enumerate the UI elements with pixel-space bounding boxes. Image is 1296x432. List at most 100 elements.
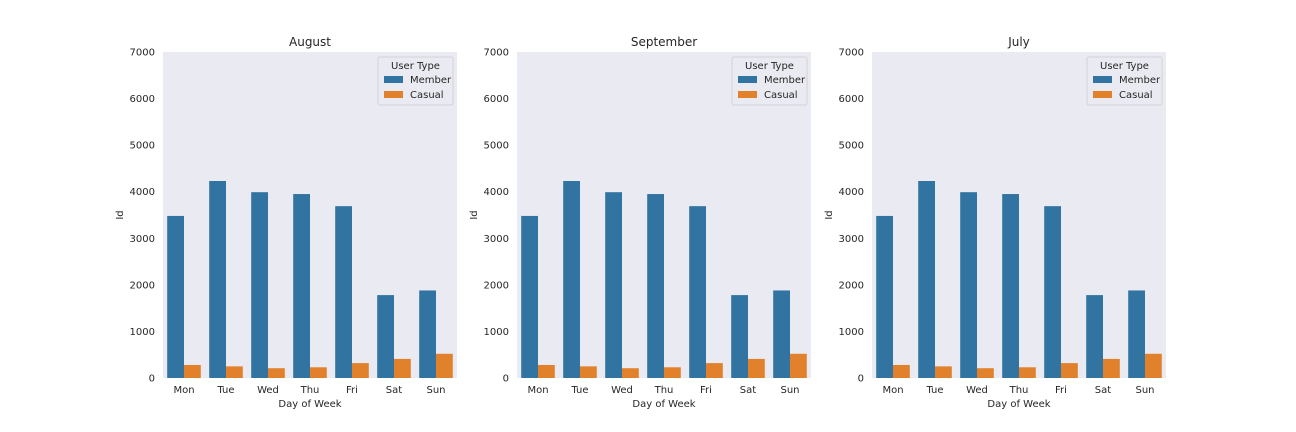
y-axis-label: Id — [469, 210, 480, 219]
y-tick-label: 5000 — [839, 141, 864, 152]
y-tick-label: 6000 — [484, 94, 509, 105]
y-tick-label: 2000 — [839, 280, 864, 291]
y-tick-label: 4000 — [484, 187, 509, 198]
legend-entry-member: Member — [764, 75, 806, 86]
bar-casual-thu — [1019, 367, 1036, 378]
subplot-september: September 0 1000 2000 3000 4000 5000 6000 7000 Id… — [469, 35, 811, 410]
bar-casual-sun — [790, 353, 807, 378]
legend-entry-casual: Casual — [1119, 90, 1153, 101]
legend-entry-member: Member — [410, 75, 452, 86]
legend-swatch-member — [1093, 76, 1112, 83]
x-tick-label: Thu — [654, 385, 674, 396]
x-tick-label: Thu — [300, 385, 320, 396]
bar-casual-mon — [538, 364, 555, 378]
bar-member-sat — [1086, 295, 1103, 378]
x-tick-label: Sat — [1095, 385, 1111, 396]
bar-member-tue — [563, 181, 580, 378]
legend: User Type Member Casual — [377, 56, 454, 106]
bar-member-mon — [167, 215, 184, 378]
bar-member-thu — [293, 194, 310, 378]
x-tick-label: Tue — [216, 385, 234, 396]
legend-entry-member: Member — [1119, 75, 1161, 86]
bar-casual-thu — [310, 367, 327, 378]
y-tick-label: 2000 — [130, 280, 155, 291]
bar-member-mon — [876, 215, 893, 378]
legend-title: User Type — [391, 61, 440, 72]
bar-casual-sun — [436, 353, 453, 378]
legend-swatch-casual — [738, 91, 757, 98]
y-tick-label: 7000 — [130, 48, 155, 59]
bar-member-fri — [689, 206, 706, 378]
x-axis-label: Day of Week — [278, 399, 341, 410]
legend: User Type Member Casual — [1086, 56, 1163, 106]
x-tick-label: Tue — [570, 385, 588, 396]
y-tick-label: 3000 — [484, 234, 509, 245]
y-tick-label: 1000 — [130, 327, 155, 338]
bar-casual-tue — [580, 366, 597, 378]
legend-swatch-casual — [1093, 91, 1112, 98]
y-tick-label: 3000 — [130, 234, 155, 245]
x-tick-label: Mon — [173, 385, 194, 396]
x-tick-label: Thu — [1009, 385, 1029, 396]
x-axis-label: Day of Week — [632, 399, 695, 410]
y-tick-label: 4000 — [130, 187, 155, 198]
bar-member-tue — [209, 181, 226, 378]
x-tick-label: Fri — [346, 385, 358, 396]
subplot-july: July 0 1000 2000 3000 4000 5000 6000 7000 Id Mon Tu… — [824, 35, 1166, 410]
bar-member-fri — [1044, 206, 1061, 378]
x-tick-label: Sat — [740, 385, 756, 396]
chart-title: July — [1007, 35, 1030, 49]
bar-casual-sun — [1145, 353, 1162, 378]
y-tick-label: 0 — [858, 374, 864, 385]
y-axis-label: Id — [115, 210, 126, 219]
y-tick-label: 3000 — [839, 234, 864, 245]
x-tick-label: Wed — [966, 385, 988, 396]
bar-casual-sat — [1103, 358, 1120, 378]
bar-member-wed — [960, 192, 977, 378]
legend-title: User Type — [745, 61, 794, 72]
bar-casual-wed — [268, 368, 285, 378]
bar-casual-wed — [622, 368, 639, 378]
x-tick-label: Mon — [882, 385, 903, 396]
x-tick-label: Fri — [1055, 385, 1067, 396]
bar-casual-sat — [394, 358, 411, 378]
x-tick-label: Fri — [700, 385, 712, 396]
y-tick-label: 1000 — [484, 327, 509, 338]
legend-swatch-member — [738, 76, 757, 83]
bar-casual-mon — [184, 364, 201, 378]
y-tick-label: 2000 — [484, 280, 509, 291]
x-tick-label: Sun — [426, 385, 445, 396]
bar-member-sun — [1128, 290, 1145, 378]
x-tick-label: Wed — [257, 385, 279, 396]
legend-swatch-casual — [384, 91, 403, 98]
y-tick-label: 4000 — [839, 187, 864, 198]
bar-member-tue — [918, 181, 935, 378]
subplot-august: August 0 1000 2000 3000 4000 5000 6000 7000 Id Mon… — [115, 35, 457, 410]
legend-swatch-member — [384, 76, 403, 83]
bar-member-sun — [419, 290, 436, 378]
x-axis-label: Day of Week — [987, 399, 1050, 410]
legend-title: User Type — [1100, 61, 1149, 72]
x-tick-label: Sun — [1135, 385, 1154, 396]
bar-member-thu — [1002, 194, 1019, 378]
x-tick-label: Mon — [527, 385, 548, 396]
chart-title: September — [631, 35, 697, 49]
legend: User Type Member Casual — [731, 56, 808, 106]
y-axis-label: Id — [824, 210, 835, 219]
bar-member-sun — [773, 290, 790, 378]
bar-member-wed — [251, 192, 268, 378]
y-tick-label: 5000 — [130, 141, 155, 152]
bar-member-sat — [731, 295, 748, 378]
y-tick-label: 6000 — [130, 94, 155, 105]
y-tick-label: 7000 — [484, 48, 509, 59]
bar-member-fri — [335, 206, 352, 378]
y-tick-label: 7000 — [839, 48, 864, 59]
y-tick-label: 1000 — [839, 327, 864, 338]
bar-member-mon — [521, 215, 538, 378]
bar-casual-mon — [893, 364, 910, 378]
bar-casual-fri — [352, 363, 369, 378]
legend-entry-casual: Casual — [410, 90, 444, 101]
x-tick-label: Sun — [780, 385, 799, 396]
bar-casual-tue — [935, 366, 952, 378]
